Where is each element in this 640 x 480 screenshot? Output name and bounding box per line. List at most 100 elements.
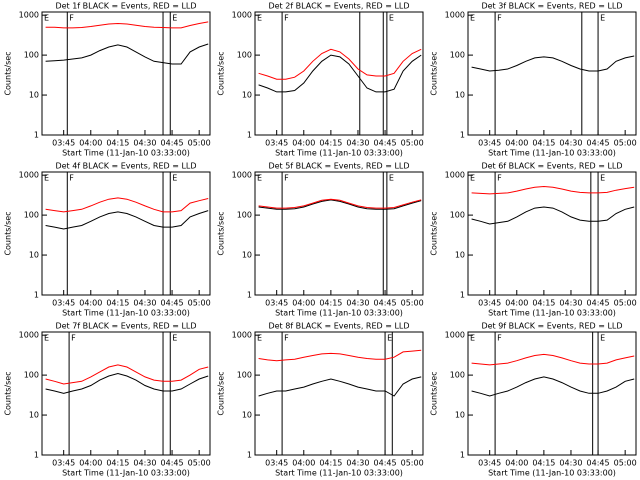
y-tick-label: 1 <box>460 291 465 300</box>
x-axis-label: Start Time (11-Jan-10 03:33:00) <box>488 469 616 478</box>
chart-title: Det 1f BLACK = Events, RED = LLD <box>55 2 196 11</box>
x-tick-label: 04:30 <box>346 299 369 308</box>
x-tick-label: 03:45 <box>265 139 288 148</box>
y-axis-label: Counts/sec <box>430 211 439 255</box>
x-tick-label: 04:45 <box>374 139 397 148</box>
event-label: F <box>284 174 289 183</box>
series-line <box>471 353 635 366</box>
x-tick-label: 04:15 <box>532 459 555 468</box>
x-tick-label: 04:15 <box>532 139 555 148</box>
y-axis-label: Counts/sec <box>430 51 439 95</box>
y-axis-label: Counts/sec <box>4 211 13 255</box>
y-tick-label: 1000 <box>445 11 465 20</box>
y-tick-label: 10 <box>242 251 252 260</box>
event-label: E <box>387 334 392 343</box>
x-tick-label: 05:00 <box>401 139 424 148</box>
y-tick-label: 10 <box>242 91 252 100</box>
x-tick-label: 03:45 <box>52 459 75 468</box>
x-tick-label: 04:30 <box>559 299 582 308</box>
x-tick-label: 04:30 <box>346 459 369 468</box>
x-tick-label: 04:45 <box>587 299 610 308</box>
event-label: F <box>69 174 74 183</box>
x-tick-label: 04:30 <box>346 139 369 148</box>
x-tick-label: 04:15 <box>319 459 342 468</box>
event-label: F <box>284 334 289 343</box>
series-line <box>471 376 635 397</box>
x-tick-label: 04:00 <box>292 459 315 468</box>
y-tick-label: 10 <box>29 251 39 260</box>
event-label: F <box>497 14 502 23</box>
event-label: E <box>44 174 49 183</box>
plot-frame <box>467 331 637 456</box>
x-tick-label: 05:00 <box>614 139 637 148</box>
y-tick-label: 100 <box>24 51 39 60</box>
y-tick-label: 1 <box>247 131 252 140</box>
event-label: E <box>172 334 177 343</box>
series-line <box>258 48 422 80</box>
x-tick-label: 05:00 <box>188 299 211 308</box>
x-tick-label: 04:45 <box>374 459 397 468</box>
series-line <box>45 197 209 213</box>
x-axis-label: Start Time (11-Jan-10 03:33:00) <box>275 149 403 158</box>
x-tick-label: 04:45 <box>161 459 184 468</box>
plot-frame <box>467 11 637 136</box>
y-tick-label: 1 <box>34 451 39 460</box>
y-tick-label: 10 <box>29 91 39 100</box>
y-tick-label: 1 <box>34 291 39 300</box>
y-tick-label: 1000 <box>232 171 252 180</box>
x-tick-label: 05:00 <box>401 459 424 468</box>
x-tick-label: 04:15 <box>319 139 342 148</box>
x-tick-label: 04:15 <box>106 139 129 148</box>
series-line <box>258 349 422 362</box>
chart-title: Det 4f BLACK = Events, RED = LLD <box>55 162 196 171</box>
x-axis-label: Start Time (11-Jan-10 03:33:00) <box>62 469 190 478</box>
x-axis-label: Start Time (11-Jan-10 03:33:00) <box>488 149 616 158</box>
x-axis-label: Start Time (11-Jan-10 03:33:00) <box>275 309 403 318</box>
series-line <box>471 55 635 72</box>
series-line <box>45 43 209 65</box>
x-tick-label: 04:15 <box>106 459 129 468</box>
y-tick-label: 1000 <box>445 331 465 340</box>
event-label: F <box>497 174 502 183</box>
x-tick-label: 04:00 <box>505 459 528 468</box>
y-axis-label: Counts/sec <box>217 211 226 255</box>
y-tick-label: 10 <box>455 251 465 260</box>
x-axis-label: Start Time (11-Jan-10 03:33:00) <box>62 309 190 318</box>
y-tick-label: 10 <box>242 411 252 420</box>
event-label: E <box>470 334 475 343</box>
y-tick-label: 100 <box>450 371 465 380</box>
series-line <box>45 372 209 394</box>
plot-frame <box>254 11 424 136</box>
chart-title: Det 5f BLACK = Events, RED = LLD <box>268 162 409 171</box>
event-label: E <box>470 14 475 23</box>
x-tick-label: 03:45 <box>478 299 501 308</box>
y-axis-label: Counts/sec <box>4 51 13 95</box>
y-tick-label: 100 <box>237 371 252 380</box>
y-tick-label: 10 <box>455 411 465 420</box>
event-label: E <box>600 334 605 343</box>
x-tick-label: 05:00 <box>401 299 424 308</box>
event-label: E <box>257 14 262 23</box>
chart-title: Det 3f BLACK = Events, RED = LLD <box>481 2 622 11</box>
series-line <box>45 210 209 230</box>
y-tick-label: 1000 <box>232 11 252 20</box>
y-tick-label: 1000 <box>445 171 465 180</box>
event-label: E <box>44 334 49 343</box>
event-label: F <box>71 334 76 343</box>
x-tick-label: 04:45 <box>587 139 610 148</box>
chart-title: Det 7f BLACK = Events, RED = LLD <box>55 322 196 331</box>
y-tick-label: 100 <box>450 51 465 60</box>
x-tick-label: 04:45 <box>374 299 397 308</box>
x-tick-label: 04:00 <box>505 299 528 308</box>
event-label: E <box>172 14 177 23</box>
y-tick-label: 100 <box>450 211 465 220</box>
event-label: E <box>600 14 605 23</box>
plot-frame <box>41 331 211 456</box>
y-tick-label: 1000 <box>232 331 252 340</box>
x-tick-label: 04:15 <box>532 299 555 308</box>
x-tick-label: 03:45 <box>265 299 288 308</box>
y-tick-label: 100 <box>24 211 39 220</box>
y-tick-label: 10 <box>29 411 39 420</box>
y-axis-label: Counts/sec <box>217 51 226 95</box>
x-axis-label: Start Time (11-Jan-10 03:33:00) <box>62 149 190 158</box>
